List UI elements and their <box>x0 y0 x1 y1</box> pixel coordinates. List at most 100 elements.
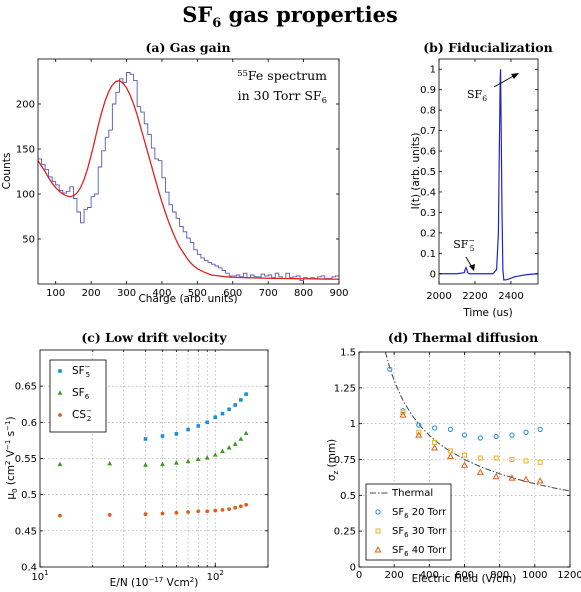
y-tick-label: 1 <box>350 419 356 430</box>
data-point <box>460 461 469 468</box>
y-tick-label: 1 <box>430 65 436 76</box>
legend-marker <box>374 546 382 553</box>
data-point <box>143 437 148 441</box>
x-tick-label: 900 <box>329 288 348 299</box>
data-point <box>107 460 113 466</box>
panel-a-annotation-sup: 55 <box>237 69 248 79</box>
data-point <box>57 461 63 467</box>
data-point <box>213 415 218 420</box>
y-tick-label: 1.25 <box>334 383 356 394</box>
x-tick-label: 0 <box>356 570 362 581</box>
y-tick-label: 150 <box>16 145 35 156</box>
panel-c-ylabel-end: ) <box>5 416 17 420</box>
legend-label: SF6 <box>72 387 90 401</box>
y-tick-label: 0.75 <box>334 455 356 466</box>
legend-label: SF6 40 Torr <box>392 545 447 558</box>
panel-a-ticks: 100 200 300 400 500 600 700 800 900 50 100 150 200 <box>16 59 349 299</box>
data-point <box>244 502 249 507</box>
legend-marker <box>58 369 62 373</box>
histogram-line <box>38 72 339 281</box>
data-point <box>186 510 190 514</box>
panel-b-peak-arrowhead <box>511 73 519 79</box>
data-point <box>143 462 148 467</box>
data-point <box>174 510 179 515</box>
legend-marker <box>58 413 62 417</box>
data-point <box>446 452 454 460</box>
fit-curve <box>37 79 340 280</box>
legend-marker <box>375 528 381 534</box>
x-tick-label: 400 <box>420 570 439 581</box>
x-tick-label: 2000 <box>426 291 451 302</box>
panel-d-ylabel-sub: z <box>332 471 340 475</box>
panel-c-drift-velocity: (c) Low drift velocity 0.4 0.45 0.5 0.55 0.6… <box>4 330 269 589</box>
x-tick-label: 102 <box>207 569 224 583</box>
x-tick-label: 800 <box>490 570 509 581</box>
panel-b-title: (b) Fiducialization <box>423 40 552 55</box>
x-tick-label: 200 <box>82 288 101 299</box>
panel-d-series <box>384 351 571 492</box>
panel-c-ticks: 0.4 0.45 0.5 0.55 0.6 0.65 101 102 <box>15 350 269 583</box>
legend-marker <box>57 390 63 395</box>
panel-a-title: (a) Gas gain <box>145 40 230 55</box>
data-point <box>432 425 438 431</box>
figure-title: SF6 gas properties <box>182 2 398 31</box>
panel-d-ylabel-end: (mm) <box>326 439 338 471</box>
panel-c-xlabel-sup2: 2 <box>190 576 194 584</box>
figure-title-sub: 6 <box>212 16 221 31</box>
data-point <box>244 392 248 396</box>
data-point <box>233 505 238 510</box>
panel-c-ylabel-sup3: −1 <box>4 421 12 431</box>
data-point <box>186 427 190 432</box>
x-tick-label: 200 <box>385 570 404 581</box>
y-tick-label: 0.5 <box>420 167 436 178</box>
y-tick-label: 50 <box>22 235 35 246</box>
x-tick-label: 800 <box>294 288 313 299</box>
x-tick-label: 1200 <box>557 570 581 581</box>
data-point <box>160 511 165 516</box>
data-point <box>399 411 407 418</box>
data-point <box>238 436 244 441</box>
data-point <box>232 441 238 446</box>
data-point <box>509 432 515 438</box>
data-point <box>173 460 179 465</box>
panel-c-xlabel-sup1: −17 <box>148 576 163 584</box>
data-point <box>213 508 218 513</box>
thermal-curve <box>384 351 571 492</box>
data-point <box>523 429 529 435</box>
panel-c-ylabel-text3: s <box>5 431 17 440</box>
panel-a-annotation-line2: in 30 Torr SF6 <box>238 88 327 106</box>
data-point <box>493 455 499 461</box>
legend-label: SF− 5 <box>72 363 91 379</box>
y-tick-label: 0.7 <box>420 126 436 137</box>
data-point <box>477 455 483 461</box>
data-point <box>400 409 406 415</box>
panel-b-peak-label-sub: 6 <box>482 94 487 103</box>
data-point <box>447 426 454 432</box>
x-tick-label: 2400 <box>498 291 523 302</box>
panel-b-small-arrowhead <box>469 264 475 271</box>
y-tick-label: 0.5 <box>21 490 37 501</box>
data-point <box>415 431 423 438</box>
y-tick-label: 0.5 <box>340 491 356 502</box>
panel-d-legend: Thermal SF6 20 Torr SF6 30 Torr SF6 40 Torr <box>365 483 452 561</box>
y-tick-label: 1.5 <box>340 348 356 359</box>
data-point <box>492 472 500 480</box>
panel-b-xlabel: Time (us) <box>462 307 512 319</box>
panel-c-xlabel-mid: Vcm <box>163 577 190 589</box>
panel-d-ylabel: σz (mm) <box>326 439 340 481</box>
panel-a-gas-gain: (a) Gas gain 100 200 300 400 500 600 700 800 900… <box>1 40 349 305</box>
signal-line <box>439 69 539 281</box>
x-tick-label: 101 <box>31 569 48 583</box>
data-point <box>238 504 243 509</box>
panel-c-xlabel-end: ) <box>194 577 198 589</box>
y-tick-label: 100 <box>16 190 35 201</box>
panel-c-ylabel-sup2: −1 <box>4 440 12 450</box>
x-tick-label: 100 <box>46 288 65 299</box>
panel-c-ylabel-main: μ <box>5 493 17 500</box>
x-tick-label: 700 <box>259 288 278 299</box>
panel-a-ylabel: Counts <box>1 153 13 190</box>
panel-b-ylabel: I(t) (arb. units) <box>410 133 422 210</box>
data-point <box>204 455 210 460</box>
panel-b-ticks: 2000 2200 2400 0 0.1 0.2 0.3 0.4 0.5 0.6 0.7 0.8 0.9… <box>420 59 538 302</box>
